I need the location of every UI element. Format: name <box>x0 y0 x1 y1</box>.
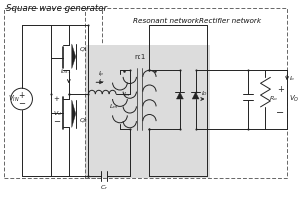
Text: n:1: n:1 <box>134 54 145 60</box>
Polygon shape <box>176 92 183 99</box>
Bar <box>85 45 210 178</box>
Text: $V_{IN}$: $V_{IN}$ <box>8 94 20 104</box>
Text: $Q_1$: $Q_1$ <box>79 45 88 54</box>
Polygon shape <box>72 44 76 68</box>
Text: $I_p$: $I_p$ <box>98 70 105 80</box>
Text: −: − <box>18 100 25 108</box>
Text: +: + <box>277 85 284 94</box>
Bar <box>85 8 287 178</box>
Text: $Q_2$: $Q_2$ <box>79 116 88 125</box>
Polygon shape <box>192 92 199 99</box>
Text: $I_m$: $I_m$ <box>123 90 131 99</box>
Text: −: − <box>53 117 60 126</box>
Text: $I_o$: $I_o$ <box>289 74 296 83</box>
Text: $C_r$: $C_r$ <box>100 183 108 192</box>
Text: Square wave generator: Square wave generator <box>6 4 107 13</box>
Text: Resonant networkRectifier network: Resonant networkRectifier network <box>133 18 261 24</box>
Text: $L_r$: $L_r$ <box>98 77 106 86</box>
Text: $I_D$: $I_D$ <box>201 89 208 98</box>
Text: $L_m$: $L_m$ <box>109 102 118 111</box>
Text: +: + <box>53 96 59 102</box>
Polygon shape <box>72 100 76 128</box>
Bar <box>4 8 102 178</box>
Text: +: + <box>18 91 25 100</box>
Text: $V_d$: $V_d$ <box>53 109 62 118</box>
Text: $I_{DS1}$: $I_{DS1}$ <box>60 67 71 76</box>
Text: −: − <box>276 108 284 118</box>
Text: $R_o$: $R_o$ <box>269 95 278 103</box>
Text: $V_O$: $V_O$ <box>289 94 299 104</box>
